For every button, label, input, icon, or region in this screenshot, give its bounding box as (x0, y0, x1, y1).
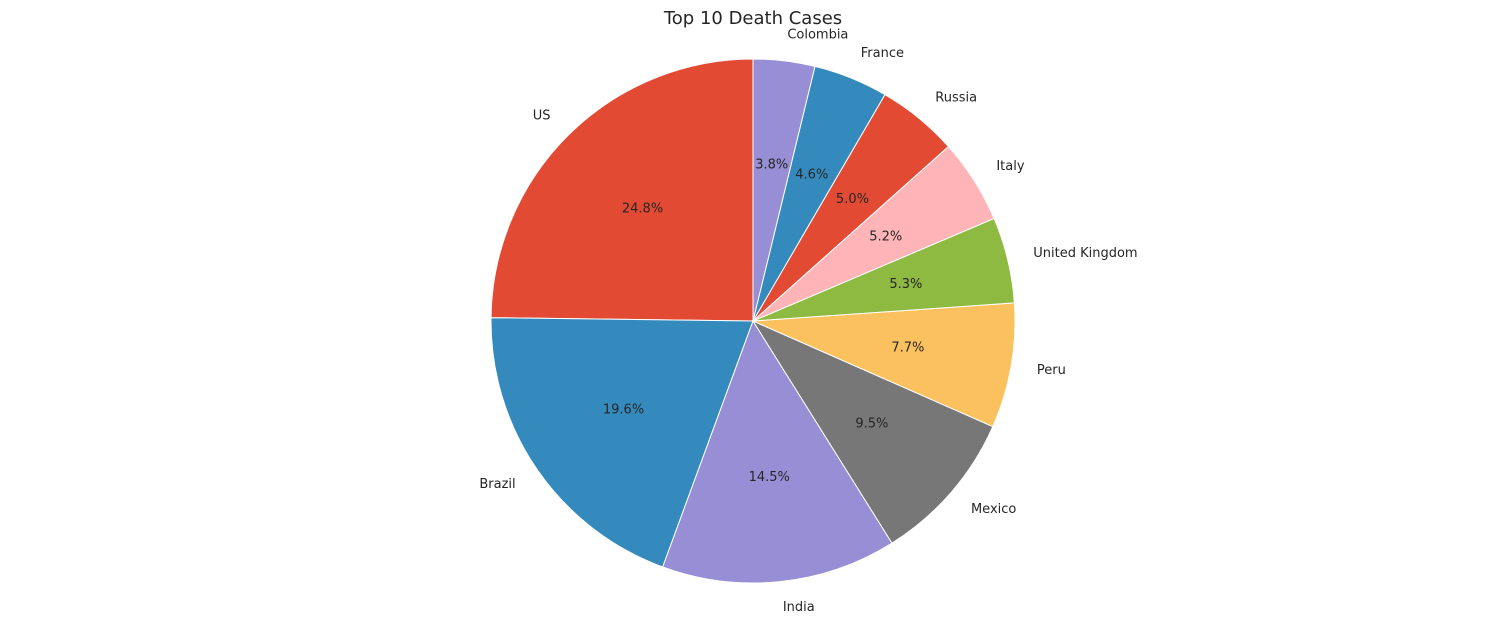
slice-category-label: United Kingdom (1033, 246, 1137, 261)
slice-percent-label: 5.0% (836, 192, 869, 207)
slice-category-label: France (861, 46, 904, 61)
slice-category-label: Russia (935, 90, 977, 105)
pie-slice-peru (752, 302, 1016, 428)
slice-category-label: Brazil (479, 477, 515, 492)
slice-percent-label: 4.6% (795, 168, 828, 183)
pie-slice-colombia (752, 58, 816, 322)
slice-percent-label: 19.6% (603, 403, 644, 418)
slice-category-label: Mexico (971, 502, 1016, 517)
slice-percent-label: 9.5% (855, 416, 888, 431)
slice-percent-label: 3.8% (755, 157, 788, 172)
pie-slice-mexico (751, 319, 994, 544)
slice-percent-label: 5.3% (889, 277, 922, 292)
slice-category-label: Italy (996, 159, 1025, 174)
slice-category-label: India (783, 600, 815, 615)
slice-category-label: US (533, 108, 551, 123)
slice-category-label: Colombia (787, 27, 848, 42)
pie-slice-us (490, 58, 754, 322)
slice-percent-label: 5.2% (869, 229, 902, 244)
slice-percent-label: 7.7% (891, 341, 924, 356)
pie-slice-india (662, 319, 893, 584)
labels-layer: 24.8% US 19.6% Brazil 14.5% India 9.5% Mexico 7.… (479, 27, 1137, 615)
slice-percent-label: 24.8% (622, 202, 663, 217)
slice-percent-label: 14.5% (749, 470, 790, 485)
slice-category-label: Peru (1037, 363, 1066, 378)
pie-slice-brazil (490, 317, 754, 568)
slices-layer (490, 58, 1016, 584)
chart-title: Top 10 Death Cases (663, 8, 842, 29)
